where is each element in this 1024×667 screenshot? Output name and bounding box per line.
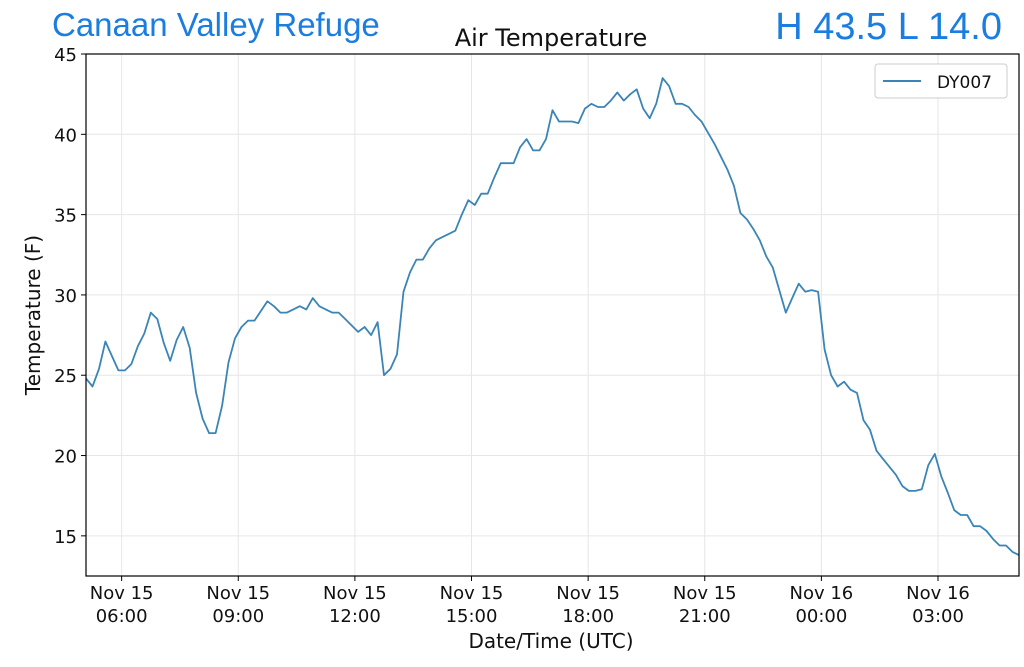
- plot-frame: [85, 53, 1020, 577]
- x-tick-label-date: Nov 15: [440, 583, 504, 604]
- y-tick-label: 45: [54, 45, 77, 66]
- series-line-dy007: [85, 77, 1020, 556]
- y-tick-label: 20: [54, 447, 77, 468]
- x-axis-label: Date/Time (UTC): [468, 629, 633, 653]
- y-tick-label: 40: [54, 125, 77, 146]
- x-tick-label-time: 21:00: [679, 606, 731, 627]
- y-axis: 15 20 25 30 35 40 45: [54, 45, 86, 548]
- x-tick-label-date: Nov 15: [323, 583, 387, 604]
- grid-layer: [86, 53, 1019, 576]
- x-tick-label-date: Nov 15: [90, 583, 154, 604]
- y-tick-label: 15: [54, 527, 77, 548]
- y-tick-label: 30: [54, 286, 77, 307]
- y-tick-label: 25: [54, 366, 77, 387]
- x-tick-label-time: 03:00: [912, 606, 964, 627]
- x-tick-label-date: Nov 15: [556, 583, 620, 604]
- y-axis-label: Temperature (F): [21, 235, 45, 396]
- chart-title: Air Temperature: [455, 24, 648, 52]
- legend-box: [874, 63, 1008, 99]
- x-tick-label-date: Nov 15: [673, 583, 737, 604]
- x-tick-label-time: 09:00: [212, 606, 264, 627]
- x-tick-label-time: 06:00: [96, 606, 148, 627]
- station-name: Canaan Valley Refuge: [52, 6, 380, 43]
- legend: DY007: [874, 63, 1008, 99]
- x-tick-label-time: 18:00: [562, 606, 614, 627]
- line-layer: [85, 77, 1020, 556]
- x-tick-label-date: Nov 16: [906, 583, 970, 604]
- x-tick-label-time: 00:00: [795, 606, 847, 627]
- x-tick-label-date: Nov 16: [790, 583, 854, 604]
- y-tick-label: 35: [54, 206, 77, 227]
- legend-label: DY007: [937, 73, 992, 93]
- x-tick-label-time: 15:00: [446, 606, 498, 627]
- high-low-readout: H 43.5 L 14.0: [775, 6, 1002, 48]
- x-tick-label-time: 12:00: [329, 606, 381, 627]
- x-tick-label-date: Nov 15: [206, 583, 270, 604]
